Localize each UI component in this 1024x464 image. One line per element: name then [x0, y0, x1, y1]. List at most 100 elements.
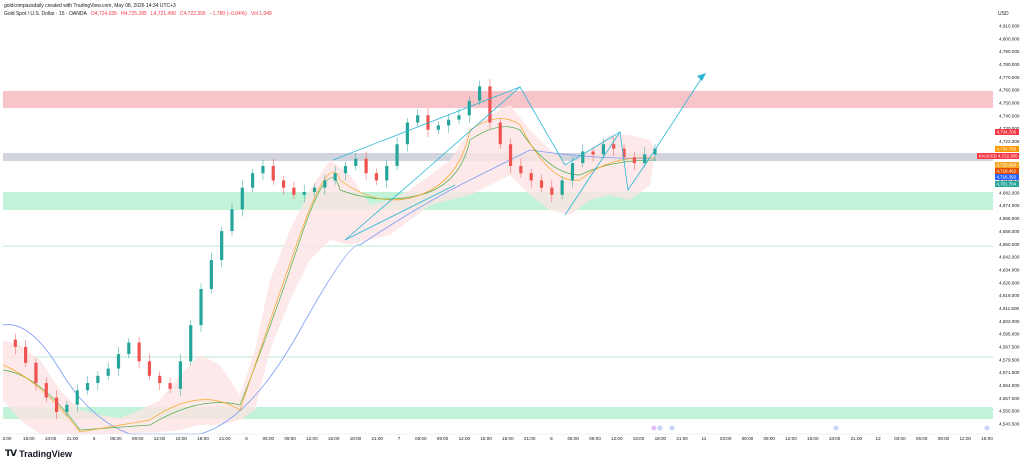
- candle: [24, 339, 28, 368]
- candle: [581, 144, 585, 168]
- candle: [570, 157, 575, 188]
- change-value: −1.780 (−0.04%): [209, 11, 247, 17]
- ema-mid-line: [2, 126, 656, 431]
- time-axis-label: 06:00: [110, 436, 122, 441]
- time-axis-label: 15:00: [23, 436, 35, 441]
- price-tag: 4,734.789: [995, 146, 1019, 152]
- time-axis-label: 15:00: [633, 436, 645, 441]
- time-axis-label: 8: [550, 436, 553, 441]
- candle: [281, 176, 286, 195]
- candle: [251, 168, 255, 193]
- projection-arrow: [654, 75, 704, 151]
- candle: [209, 252, 213, 294]
- candle: [416, 109, 420, 127]
- price-axis-label: 4,650.000: [999, 242, 1020, 247]
- rising-channel: [344, 86, 656, 241]
- price-axis-label: 4,690.000: [999, 178, 1020, 183]
- inner-channel: [564, 131, 621, 216]
- price-axis-label: 4,750.000: [999, 101, 1020, 106]
- time-axis-label: 09:00: [284, 436, 296, 441]
- candle: [653, 144, 657, 162]
- candle: [65, 400, 69, 417]
- candle: [34, 358, 38, 391]
- time-axis-label: 21:00: [219, 436, 231, 441]
- tradingview-brand[interactable]: TV TradingView: [5, 449, 72, 459]
- candle: [364, 151, 368, 181]
- candle: [529, 168, 533, 188]
- candle: [199, 283, 203, 333]
- candle: [467, 96, 471, 123]
- candle: [106, 362, 110, 381]
- candle: [230, 203, 234, 236]
- price-axis-label: 4,603.000: [999, 319, 1020, 324]
- candle: [343, 161, 348, 181]
- price-axis-label: 4,740.000: [999, 113, 1020, 118]
- volume-value: Vol 1,049: [250, 11, 272, 17]
- price-axis[interactable]: 4,810.000 4,800.000 4,790.000 4,780.000 4,77…: [999, 24, 1020, 427]
- candle: [612, 137, 616, 156]
- time-axis-label: 18:00: [350, 436, 362, 441]
- time-axis-label: 15:00: [175, 436, 187, 441]
- svg-text:4,734.705: 4,734.705: [997, 130, 1017, 135]
- price-axis-label: 4,810.000: [999, 24, 1020, 29]
- candle: [220, 226, 224, 268]
- candle: [178, 354, 182, 397]
- flag-icon: [669, 425, 675, 431]
- open-value: O4,724.035: [90, 11, 117, 17]
- time-axis-label: 7: [398, 436, 401, 441]
- candle: [539, 174, 544, 193]
- candle: [137, 336, 141, 369]
- pattern-lines: [332, 73, 706, 241]
- event-icon: [651, 425, 657, 431]
- candle: [85, 375, 90, 395]
- candle: [261, 160, 265, 181]
- candle: [374, 168, 379, 185]
- time-axis-label: 21:00: [851, 436, 863, 441]
- time-axis-label: 12:00: [785, 436, 797, 441]
- price-tag: 4,718.462: [995, 168, 1019, 174]
- price-tag: 4,734.705: [995, 129, 1019, 135]
- brand-name: TradingView: [19, 449, 72, 459]
- channel-lower: [344, 184, 456, 241]
- low-value: L4,721.490: [150, 11, 176, 17]
- price-axis-label: 4,682.000: [999, 190, 1020, 195]
- time-axis-label: 06:00: [742, 436, 754, 441]
- time-axis-label: 12:00: [459, 436, 471, 441]
- svg-text:4,734.789: 4,734.789: [997, 147, 1017, 152]
- price-axis-label: 4,730.000: [999, 126, 1020, 131]
- flag-icon: [657, 425, 663, 431]
- time-axis-label: 6: [245, 436, 248, 441]
- event-markers[interactable]: [651, 425, 990, 431]
- time-axis-label: 15:00: [807, 436, 819, 441]
- envelope-band: [3, 105, 655, 434]
- price-tag: 4,720.690: [995, 162, 1019, 168]
- svg-text:4,716.392: 4,716.392: [997, 175, 1017, 180]
- time-axis-label: 18:00: [197, 436, 209, 441]
- flag-icon: [984, 425, 990, 431]
- candle: [560, 176, 564, 200]
- candle: [189, 320, 193, 366]
- time-axis-label: 5: [93, 436, 96, 441]
- candle: [385, 160, 389, 188]
- candle: [158, 371, 162, 391]
- time-axis-label: 21:00: [524, 436, 536, 441]
- time-axis-label: 21:00: [371, 436, 383, 441]
- time-axis-label: 03:00: [720, 436, 732, 441]
- time-axis[interactable]: 2:00 15:00 18:00 21:00 5 06:00 09:00 12:00 15:00…: [3, 436, 994, 441]
- price-axis-label: 4,571.500: [999, 370, 1020, 375]
- price-axis-label: 4,626.000: [999, 280, 1020, 285]
- time-axis-label: 18:00: [655, 436, 667, 441]
- channel-upper: [332, 86, 521, 161]
- time-axis-label: 06:00: [916, 436, 928, 441]
- time-axis-label: 06:00: [263, 436, 275, 441]
- time-axis-label: 12: [876, 436, 882, 441]
- candle: [478, 80, 482, 106]
- instrument-title[interactable]: Gold Spot / U.S. Dollar · 15 · OANDA: [4, 11, 87, 17]
- candle: [436, 121, 440, 135]
- ohlc-legend[interactable]: Gold Spot / U.S. Dollar · 15 · OANDA O4,…: [4, 11, 272, 17]
- svg-text:XAUUSD 4,722.305: XAUUSD 4,722.305: [979, 154, 1019, 159]
- price-axis-label: 4,579.500: [999, 357, 1020, 362]
- time-axis-label: 18:00: [829, 436, 841, 441]
- chart-attribution: goldcompassdaily created with TradingVie…: [4, 3, 176, 9]
